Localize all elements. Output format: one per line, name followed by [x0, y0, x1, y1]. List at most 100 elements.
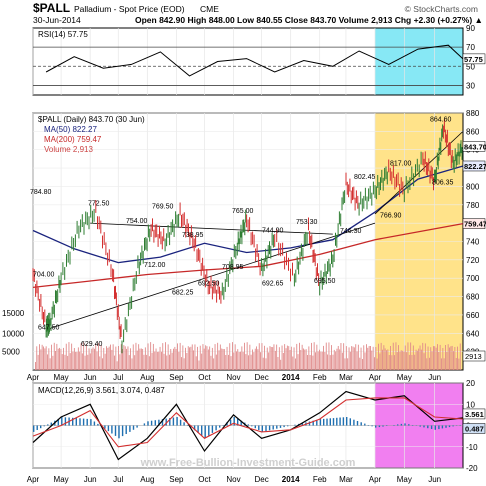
- x-tick-label: Mar: [339, 373, 353, 382]
- volume-bar: [102, 358, 103, 370]
- macd-histogram-bar: [319, 419, 322, 426]
- macd-histogram-bar: [445, 425, 447, 428]
- x-tick-label: May: [54, 475, 69, 484]
- price-annotation: 746.30: [340, 228, 362, 235]
- volume-bar: [123, 345, 125, 370]
- volume-bar: [194, 344, 196, 370]
- macd-histogram-bar: [408, 424, 410, 426]
- volume-bar: [257, 349, 259, 370]
- volume-bar: [127, 346, 129, 370]
- volume-bar: [292, 356, 294, 370]
- volume-bar: [45, 346, 47, 370]
- rsi-y-tick: 90: [466, 24, 475, 33]
- macd-histogram-bar: [349, 418, 351, 426]
- volume-bar: [207, 349, 209, 370]
- macd-histogram-bar: [211, 425, 214, 433]
- macd-histogram-bar: [287, 425, 289, 427]
- chart-date: 30-Jun-2014: [33, 15, 81, 25]
- rsi-series: [45, 44, 464, 77]
- volume-bar: [260, 352, 261, 370]
- volume-bar: [222, 349, 224, 370]
- volume-bar: [384, 348, 386, 370]
- volume-bar: [209, 346, 211, 370]
- volume-bar: [453, 351, 454, 370]
- volume-bar: [131, 358, 133, 370]
- volume-bar: [274, 350, 276, 370]
- price-annotation: 802.45: [354, 174, 376, 181]
- macd-histogram-bar: [107, 425, 110, 432]
- volume-bar: [325, 342, 327, 370]
- volume-bar: [193, 350, 194, 370]
- volume-bar: [348, 347, 350, 370]
- volume-bar: [94, 348, 95, 370]
- macd-histogram-bar: [438, 425, 440, 430]
- volume-bar: [327, 354, 328, 370]
- volume-bar: [190, 346, 192, 370]
- price-value-tag: [462, 141, 486, 152]
- volume-bar: [403, 351, 405, 370]
- volume-bar: [370, 346, 371, 370]
- x-tick-label: Nov: [226, 475, 240, 484]
- volume-bar: [201, 353, 203, 370]
- macd-histogram-bar: [294, 424, 296, 426]
- price-y-tick: 800: [466, 182, 480, 191]
- volume-bar: [159, 346, 161, 370]
- volume-bar: [195, 356, 197, 370]
- macd-value-tag: [462, 408, 486, 420]
- macd-histogram-bar: [132, 425, 135, 430]
- chart-exchange: CME: [200, 4, 219, 14]
- volume-bar: [85, 344, 87, 370]
- volume-bar: [359, 357, 361, 370]
- chart-name: Palladium - Spot Price (EOD): [74, 4, 185, 14]
- price-value-label: 759.47: [464, 220, 486, 229]
- x-tick-label: Feb: [313, 475, 327, 484]
- macd-histogram-bar: [448, 425, 451, 428]
- volume-bar: [53, 342, 55, 370]
- volume-bar: [419, 345, 421, 370]
- price-annotation: 817.00: [390, 160, 412, 167]
- volume-bar: [266, 347, 268, 370]
- volume-bar: [420, 349, 422, 370]
- volume-bar: [135, 342, 137, 370]
- price-annotations: 784.80 772.50 754.00 769.50 738.95 765.00 744.…: [30, 116, 454, 348]
- macd-histogram-bar: [154, 420, 156, 426]
- macd-histogram-bar: [378, 425, 381, 428]
- volume-bar: [75, 351, 77, 370]
- x-tick-label: Mar: [339, 475, 353, 484]
- x-tick-label: Jul: [113, 475, 123, 484]
- volume-bar: [69, 353, 71, 370]
- volume-bar: [404, 345, 406, 370]
- price-y-tick: 860: [466, 127, 480, 136]
- ma50-path: [32, 165, 464, 264]
- volume-bar: [435, 347, 437, 370]
- price-annotation: 772.50: [88, 201, 110, 208]
- price-annotation: 754.00: [126, 218, 148, 225]
- volume-bar: [163, 353, 165, 370]
- volume-bar: [179, 342, 181, 370]
- x-tick-label: Apr: [369, 475, 382, 484]
- volume-bar: [171, 352, 173, 370]
- volume-bar: [242, 351, 244, 370]
- volume-bar: [132, 344, 134, 370]
- volume-bar: [228, 354, 229, 370]
- volume-bar: [150, 342, 152, 370]
- macd-histogram-bar: [208, 425, 210, 436]
- volume-bar: [89, 353, 91, 370]
- price-value-label: 822.27: [464, 162, 486, 171]
- volume-bar: [319, 349, 320, 370]
- macd-y-tick: -10: [466, 443, 478, 452]
- macd-histogram-bar: [308, 421, 311, 426]
- macd-histogram-bar: [97, 423, 99, 426]
- volume-bar: [295, 358, 296, 370]
- rsi-y-tick: 50: [466, 62, 475, 71]
- volume-bar: [84, 355, 86, 370]
- volume-bar: [414, 354, 416, 370]
- macd-histogram-bar: [356, 421, 359, 426]
- x-tick-label: Apr: [369, 373, 382, 382]
- volume-y-tick: 5000: [2, 348, 20, 357]
- macd-histogram-bar: [40, 425, 42, 429]
- x-tick-label: Oct: [198, 373, 211, 382]
- volume-bar: [115, 346, 117, 370]
- macd-histogram-bar: [427, 425, 429, 429]
- volume-bar: [83, 342, 85, 370]
